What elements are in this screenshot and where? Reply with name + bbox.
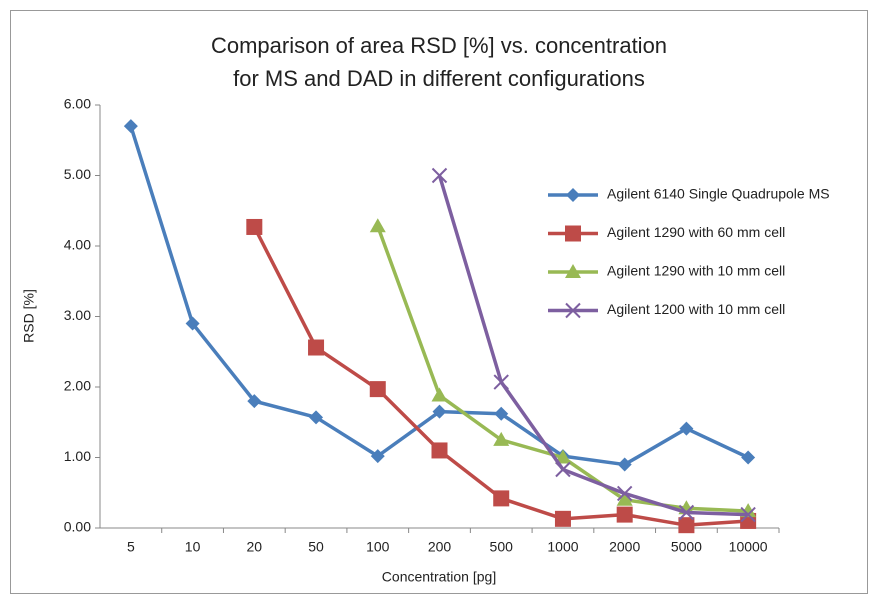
x-tick-label: 200	[428, 539, 452, 555]
x-tick-label: 100	[366, 539, 390, 555]
data-point	[554, 449, 571, 464]
legend-marker	[565, 264, 581, 278]
data-point	[616, 491, 633, 506]
data-point	[617, 457, 632, 472]
data-point	[741, 450, 756, 465]
data-point	[678, 517, 695, 534]
data-point	[616, 485, 633, 502]
x-tick-label: 50	[308, 539, 324, 555]
x-tick-label: 2000	[609, 539, 640, 555]
data-point	[554, 510, 571, 527]
legend-label: Agilent 1200 with 10 mm cell	[607, 301, 785, 317]
x-tick-label: 500	[490, 539, 514, 555]
y-tick-label: 5.00	[64, 166, 91, 182]
y-axis-label: RSD [%]	[21, 289, 37, 343]
x-tick-label: 5000	[671, 539, 702, 555]
data-point	[370, 449, 385, 464]
legend-marker	[565, 225, 581, 242]
chart-title: Comparison of area RSD [%] vs. concentra…	[211, 33, 667, 58]
x-tick-label: 1000	[547, 539, 578, 555]
data-point	[369, 381, 386, 398]
data-point	[247, 394, 262, 409]
data-point	[432, 404, 447, 419]
x-tick-label: 10	[185, 539, 201, 555]
chart-title: for MS and DAD in different configuratio…	[233, 66, 645, 91]
data-point	[493, 490, 510, 507]
x-tick-label: 20	[247, 539, 263, 555]
x-tick-label: 10000	[729, 539, 768, 555]
legend-label: Agilent 1290 with 10 mm cell	[607, 263, 785, 279]
data-point	[309, 410, 324, 425]
data-point	[431, 442, 448, 459]
data-point	[369, 218, 386, 233]
data-point	[555, 461, 571, 478]
data-point	[740, 506, 756, 523]
legend-marker	[566, 188, 580, 202]
chart-border	[10, 10, 868, 594]
data-point	[246, 218, 263, 235]
y-tick-label: 6.00	[64, 96, 91, 112]
data-point	[185, 316, 200, 331]
data-point	[678, 504, 695, 521]
y-tick-label: 2.00	[64, 378, 91, 394]
x-tick-label: 5	[127, 539, 135, 555]
data-point	[679, 421, 694, 436]
legend-label: Agilent 1290 with 60 mm cell	[607, 224, 785, 240]
data-point	[308, 339, 325, 356]
data-point	[431, 167, 448, 184]
data-point	[616, 506, 633, 523]
data-point	[494, 406, 509, 421]
y-tick-label: 4.00	[64, 237, 91, 253]
y-tick-label: 1.00	[64, 448, 91, 464]
legend-label: Agilent 6140 Single Quadrupole MS	[607, 186, 830, 202]
data-point	[431, 387, 448, 402]
y-tick-label: 0.00	[64, 519, 91, 535]
data-point	[493, 431, 510, 446]
x-axis-label: Concentration [pg]	[382, 569, 496, 585]
y-tick-label: 3.00	[64, 307, 91, 323]
data-point	[493, 374, 509, 390]
data-point	[123, 119, 138, 134]
legend-marker	[565, 302, 581, 319]
series-line	[437, 174, 749, 517]
